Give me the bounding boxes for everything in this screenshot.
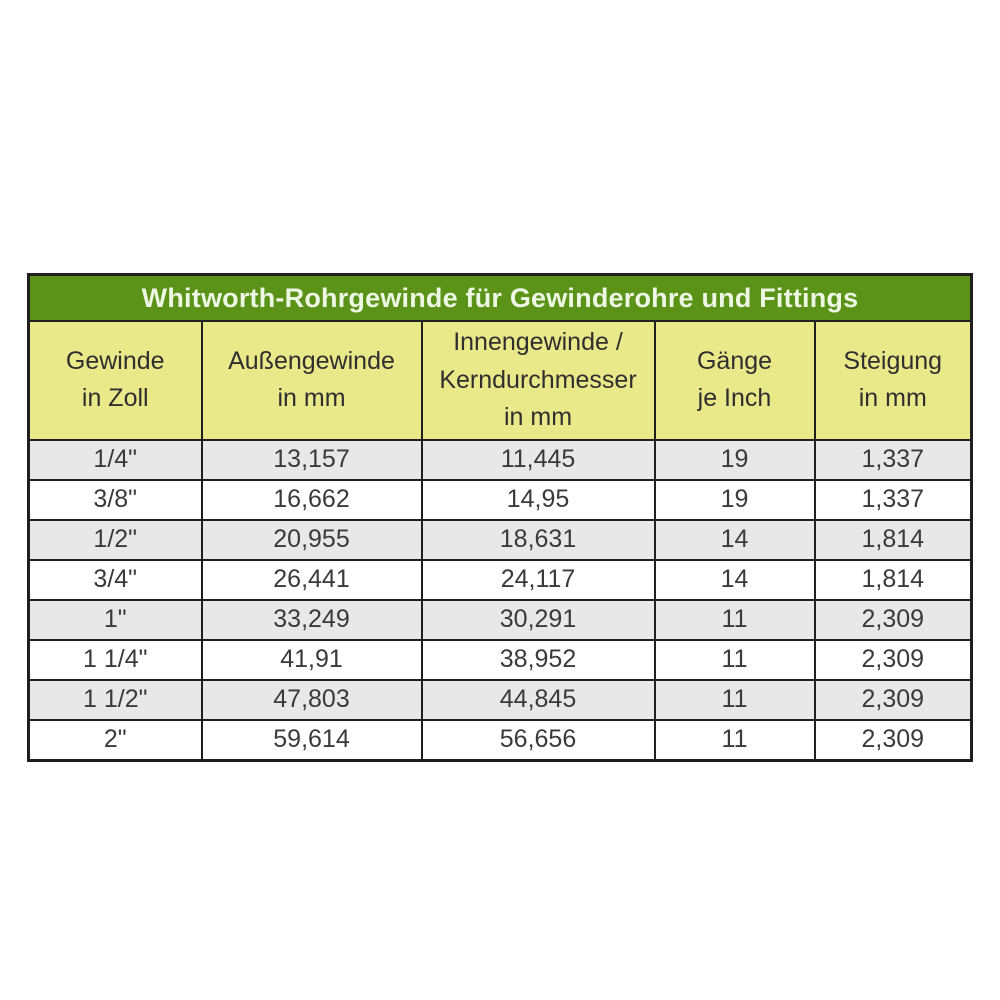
table-cell: 11 [653, 598, 816, 641]
whitworth-thread-table: Whitworth-Rohrgewinde für Gewinderohre u… [27, 273, 973, 762]
table-cell: 1 1/4" [27, 638, 203, 681]
table-header-row: Gewinde in Zoll Außengewinde in mm Innen… [27, 320, 973, 441]
table-cell: 1,337 [813, 438, 973, 481]
table-title-row: Whitworth-Rohrgewinde für Gewinderohre u… [27, 273, 973, 322]
table-cell: 56,656 [420, 718, 656, 761]
table-row: 3/8" 16,662 14,95 19 1,337 [27, 478, 973, 521]
table-cell: 44,845 [420, 678, 656, 721]
table-row: 1 1/4" 41,91 38,952 11 2,309 [27, 638, 973, 681]
table-cell: 59,614 [200, 718, 423, 761]
table-cell: 1/4" [27, 438, 203, 481]
table-cell: 47,803 [200, 678, 423, 721]
column-header-aussengewinde: Außengewinde in mm [200, 320, 423, 441]
column-header-innengewinde: Innengewinde / Kerndurchmesser in mm [420, 320, 656, 441]
table-cell: 2,309 [813, 678, 973, 721]
column-header-gaenge-je-inch: Gänge je Inch [653, 320, 816, 441]
table-cell: 2,309 [813, 598, 973, 641]
table-cell: 41,91 [200, 638, 423, 681]
table-row: 1/2" 20,955 18,631 14 1,814 [27, 518, 973, 561]
table-title: Whitworth-Rohrgewinde für Gewinderohre u… [27, 273, 973, 322]
table-row: 2" 59,614 56,656 11 2,309 [27, 718, 973, 761]
table-cell: 1,814 [813, 518, 973, 561]
table-cell: 3/4" [27, 558, 203, 601]
table-cell: 19 [653, 438, 816, 481]
table-cell: 3/8" [27, 478, 203, 521]
table-cell: 11 [653, 718, 816, 761]
table-cell: 14 [653, 558, 816, 601]
table-row: 1" 33,249 30,291 11 2,309 [27, 598, 973, 641]
table-cell: 26,441 [200, 558, 423, 601]
table-cell: 20,955 [200, 518, 423, 561]
table-cell: 11,445 [420, 438, 656, 481]
table-cell: 24,117 [420, 558, 656, 601]
table-cell: 1,814 [813, 558, 973, 601]
table-row: 1/4" 13,157 11,445 19 1,337 [27, 438, 973, 481]
table-cell: 14,95 [420, 478, 656, 521]
column-header-steigung: Steigung in mm [813, 320, 973, 441]
table-body: 1/4" 13,157 11,445 19 1,337 3/8" 16,662 14,95 19… [27, 438, 973, 761]
table-cell: 1,337 [813, 478, 973, 521]
table-row: 3/4" 26,441 24,117 14 1,814 [27, 558, 973, 601]
table-cell: 2" [27, 718, 203, 761]
table-cell: 1" [27, 598, 203, 641]
table-cell: 2,309 [813, 638, 973, 681]
table-cell: 18,631 [420, 518, 656, 561]
table-cell: 16,662 [200, 478, 423, 521]
table-row: 1 1/2" 47,803 44,845 11 2,309 [27, 678, 973, 721]
table-cell: 1 1/2" [27, 678, 203, 721]
table-cell: 33,249 [200, 598, 423, 641]
table-cell: 11 [653, 638, 816, 681]
table-cell: 1/2" [27, 518, 203, 561]
table-cell: 11 [653, 678, 816, 721]
table-cell: 30,291 [420, 598, 656, 641]
table-cell: 13,157 [200, 438, 423, 481]
table-cell: 38,952 [420, 638, 656, 681]
column-header-gewinde-in-zoll: Gewinde in Zoll [27, 320, 203, 441]
table-cell: 14 [653, 518, 816, 561]
table-cell: 2,309 [813, 718, 973, 761]
table-cell: 19 [653, 478, 816, 521]
